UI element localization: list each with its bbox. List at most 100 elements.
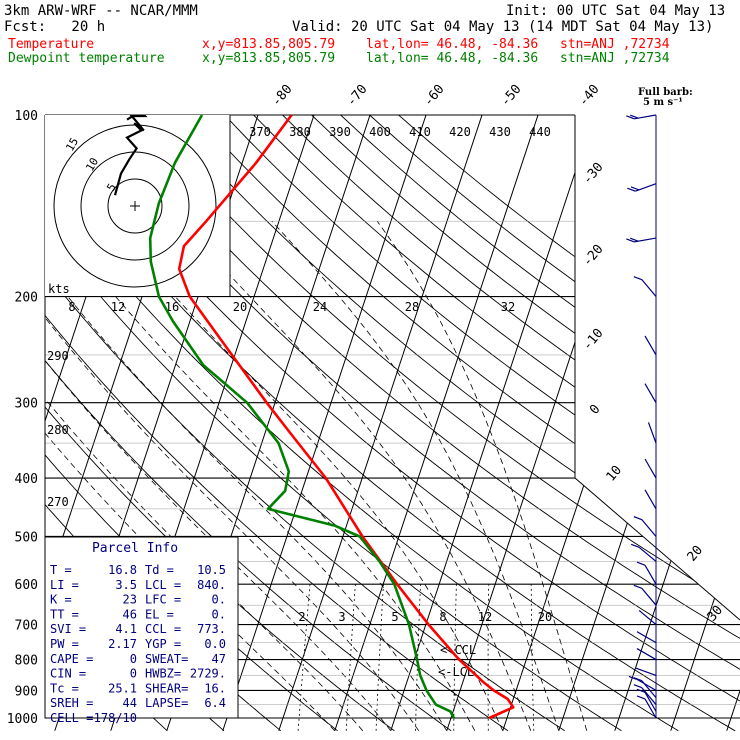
wind-barb-shaft [641,519,657,537]
isotherm-label: -40 [576,82,603,110]
pressure-label: 300 [15,397,38,412]
wind-barb-flag [630,186,640,191]
pressure-label: 600 [15,578,38,593]
wind-barb-flag [633,276,643,281]
wind-barb-shaft [636,631,657,644]
theta-label: 370 [249,125,271,139]
parcel-key: Tc = [50,681,79,695]
parcel-key: PW = [50,637,79,651]
mixing-ratio-line [297,584,311,731]
parcel-key: CCL = [145,622,181,636]
dry-adiabat [45,115,509,732]
temperature-legend-label: Temperature [8,37,95,52]
parcel-value: 0 [130,667,137,681]
moist-adiabat [376,220,588,731]
wind-barb-shaft [647,422,657,444]
wind-barb-shaft [644,698,657,719]
wind-barb-flag [626,238,635,243]
parcel-value: 840. [197,578,226,592]
isotherm-line [0,102,38,731]
wind-barb-shaft [641,687,657,705]
parcel-key: EL = [145,607,174,621]
hodograph-trace [113,115,148,196]
wind-barb-shaft [641,680,657,698]
pressure-label: 200 [15,291,38,306]
temperature-profile [177,115,515,720]
theta-label: 410 [409,125,431,139]
parcel-value: 773. [197,622,226,636]
isotherm-label: -30 [580,160,607,188]
wind-barb-shaft [641,279,657,297]
mixing-ratio-label: 5 [391,610,398,624]
isotherm-label: -80 [269,82,296,110]
wind-barb-flag [633,516,643,521]
parcel-value: 3.5 [115,578,137,592]
wind-barb-shaft [644,692,657,712]
mixing-ratio-line [453,584,457,731]
isotherm-line [502,115,711,731]
mixing-ratio-line [345,584,356,731]
parcel-key: Td = [145,563,174,577]
forecast-hour: Fcst: 20 h [4,19,106,35]
theta-label: 380 [289,125,311,139]
dry-adiabat [340,115,740,732]
hodograph-axis-label: 16 [165,300,179,314]
dry-adiabat [369,115,740,732]
parcel-key: CIN = [50,667,86,681]
hodograph-axis-label: 20 [233,300,247,314]
wind-barb [636,648,657,661]
lcl-annotation: <-LCL [438,665,474,679]
parcel-value: 16.8 [108,563,137,577]
wind-barb [644,489,657,510]
dry-adiabat [137,115,740,732]
theta-label: 390 [329,125,351,139]
wind-barb-flag [627,187,636,192]
temperature-xy: x,y=813.85,805.79 [202,37,336,52]
dry-adiabat [224,115,740,732]
theta-left-label: 270 [47,495,69,509]
parcel-key: T = [50,563,72,577]
dry-adiabat [45,115,622,732]
hodograph-ring [107,178,163,234]
parcel-value: 0.0 [204,637,226,651]
parcel-value: 23 [123,593,137,607]
parcel-key: LCL = [145,578,181,592]
parcel-key: K = [50,593,72,607]
hodograph-axis-label: 32 [501,300,515,314]
mixing-ratio-label: 3 [338,610,345,624]
parcel-value: 16. [204,681,226,695]
wind-barb-flag [633,584,643,589]
pressure-label: 400 [15,472,38,487]
mixing-ratio-label: 20 [538,610,552,624]
isotherm-line [446,115,655,731]
mixing-ratio-label: 2 [298,610,305,624]
wind-barb-shaft [638,609,657,626]
mixing-ratio-line [530,584,535,731]
wind-barb-flag [636,561,646,566]
dry-adiabat [195,115,740,732]
wind-barb [644,458,657,479]
mixing-ratio-label: 8 [439,610,446,624]
mixing-ratio-label: 12 [478,610,492,624]
isotherm-line [222,115,431,731]
parcel-key: LI = [50,578,79,592]
wind-barb [626,237,657,243]
parcel-key: SVI = [50,622,86,636]
wind-barb-shaft [644,458,657,479]
parcel-value: 6.4 [204,696,226,710]
wind-barb [633,276,657,297]
parcel-value: 0. [212,593,226,607]
parcel-key: SREH = [50,696,93,710]
isotherm-label: -60 [421,82,448,110]
wind-barb [636,561,657,585]
wind-barb-shaft [644,564,657,585]
parcel-value: 44 [123,696,137,710]
wind-barb [636,631,657,644]
wind-barb [626,114,657,120]
dewpoint-station: stn=ANJ ,72734 [560,51,670,66]
parcel-key: HWBZ= [145,667,181,681]
dry-adiabat [282,115,740,732]
mixing-ratio-line [415,584,421,731]
parcel-value: 178/10 [94,711,137,725]
